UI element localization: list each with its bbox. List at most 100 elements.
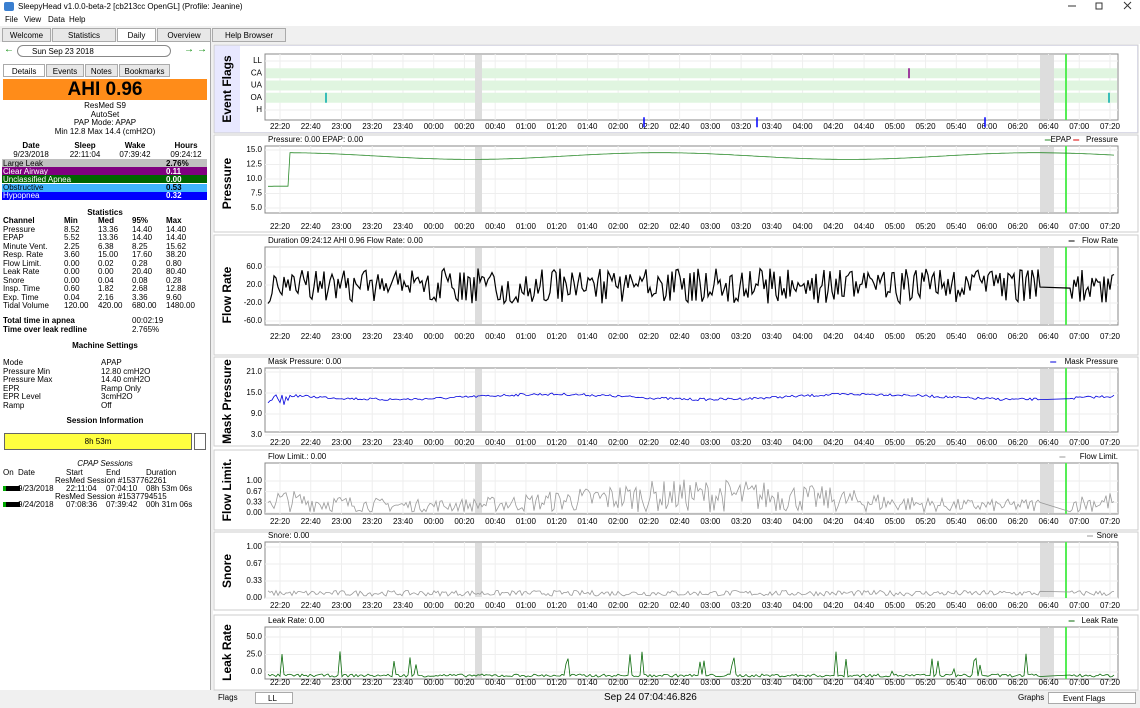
x-tick-label: 03:00 [700,678,721,687]
tab[interactable]: Help Browser [212,28,286,42]
stat-cell: 13.36 [98,233,119,242]
x-tick-label: 02:40 [670,122,691,131]
current-time: Sep 24 07:04:46.826 [604,692,697,703]
x-tick-label: 03:00 [700,122,721,131]
session-gap [475,147,482,212]
date-picker[interactable]: Sun Sep 23 2018 [17,45,171,57]
x-tick-label: 00:00 [424,601,445,610]
session-gap [475,628,482,678]
flag-row [266,92,1117,103]
next-day[interactable]: → [184,44,194,55]
graphs-toggle[interactable]: Graphs [1018,693,1045,702]
y-tick-label: 9.0 [251,409,263,418]
event-value: 0.11 [166,166,182,176]
flags-toggle[interactable]: Flags [218,693,238,702]
x-tick-label: 23:40 [393,222,414,231]
x-tick-label: 05:20 [916,222,937,231]
stat-cell: 0.80 [166,258,182,268]
x-tick-label: 06:20 [1008,222,1029,231]
x-tick-label: 04:40 [854,122,875,131]
side-tab[interactable]: Bookmarks [118,64,171,77]
waveform [267,589,1115,597]
x-tick-label: 22:20 [270,678,291,687]
stat-cell: Pressure [3,224,36,234]
stat-cell: 14.40 [132,224,153,234]
x-tick-label: 07:00 [1069,222,1090,231]
stat-cell: 0.08 [132,275,148,285]
side-tab[interactable]: Details [3,64,46,77]
setting-value: 14.40 cmH2O [101,375,151,384]
x-tick-label: 01:00 [516,517,537,526]
stat-header: Min [64,216,78,225]
side-tab[interactable]: Events [46,64,84,77]
menu-item[interactable]: File [5,15,18,24]
tab[interactable]: Statistics [52,28,116,42]
x-tick-label: 00:00 [424,438,445,447]
stat-cell: 9.60 [166,292,182,302]
menu-item[interactable]: Data [48,15,65,24]
stat-cell: EPAP [3,233,24,242]
x-tick-label: 04:00 [793,438,814,447]
x-tick-label: 00:40 [485,678,506,687]
waveform [267,267,1115,306]
x-tick-label: 03:20 [731,222,752,231]
flag-select[interactable]: LL [255,692,293,704]
menu-item[interactable]: Help [69,15,86,24]
x-tick-label: 01:40 [577,122,598,131]
last-day[interactable]: → [197,44,207,55]
menu-item[interactable]: View [24,15,42,24]
summary-header: Wake [124,141,146,150]
tab[interactable]: Welcome [2,28,51,42]
x-tick-label: 04:00 [793,332,814,341]
event-name: Hypopnea [3,191,40,201]
x-tick-label: 02:20 [639,601,660,610]
stat-cell: 80.40 [166,267,187,276]
x-tick-label: 06:20 [1008,517,1029,526]
x-tick-label: 01:40 [577,517,598,526]
x-tick-label: 01:40 [577,332,598,341]
x-tick-label: 03:20 [731,438,752,447]
y-tick-label: 0.33 [246,576,262,585]
tab[interactable]: Daily [117,28,156,42]
sessions-title: CPAP Sessions [77,459,133,468]
x-tick-label: 03:40 [762,332,783,341]
plot-frame [264,53,1119,121]
stat-cell: 3.36 [132,292,148,302]
ahi-box [3,79,207,100]
y-tick-label: 12.5 [246,160,262,169]
stat-cell: 12.88 [166,284,187,293]
x-tick-label: 23:20 [362,517,383,526]
x-tick-label: 07:00 [1069,517,1090,526]
y-tick-label: 0.67 [246,559,262,568]
graph-title: Pressure [220,157,234,209]
x-tick-label: 01:20 [547,122,568,131]
legend-entry: Snore [1097,531,1119,540]
x-tick-label: 22:40 [301,122,322,131]
session-gap [475,369,482,431]
x-tick-label: 02:40 [670,332,691,341]
x-tick-label: 06:00 [977,601,998,610]
tab[interactable]: Overview [157,28,211,42]
graph-select[interactable]: Event Flags [1048,692,1136,704]
x-tick-label: 01:40 [577,222,598,231]
side-tab[interactable]: Notes [84,64,118,77]
x-tick-label: 05:20 [916,678,937,687]
x-tick-label: 22:40 [301,332,322,341]
stat-cell: 13.36 [98,224,119,234]
x-tick-label: 02:40 [670,678,691,687]
session-duration: 08h 53m 06s [146,484,193,493]
x-tick-label: 23:40 [393,438,414,447]
x-tick-label: 06:20 [1008,601,1029,610]
session-end: 07:04:10 [106,484,138,493]
stat-cell: 0.04 [64,292,80,302]
stat-cell: Tidal Volume [3,301,49,310]
summary-header: Sleep [74,141,96,150]
x-tick-label: 07:20 [1100,122,1121,131]
x-tick-label: 05:40 [946,678,967,687]
stat-cell: 2.68 [132,284,148,293]
x-tick-label: 05:20 [916,122,937,131]
x-tick-label: 00:20 [454,222,475,231]
x-tick-label: 04:00 [793,122,814,131]
prev-day[interactable]: ← [4,44,14,55]
x-tick-label: 01:20 [547,222,568,231]
